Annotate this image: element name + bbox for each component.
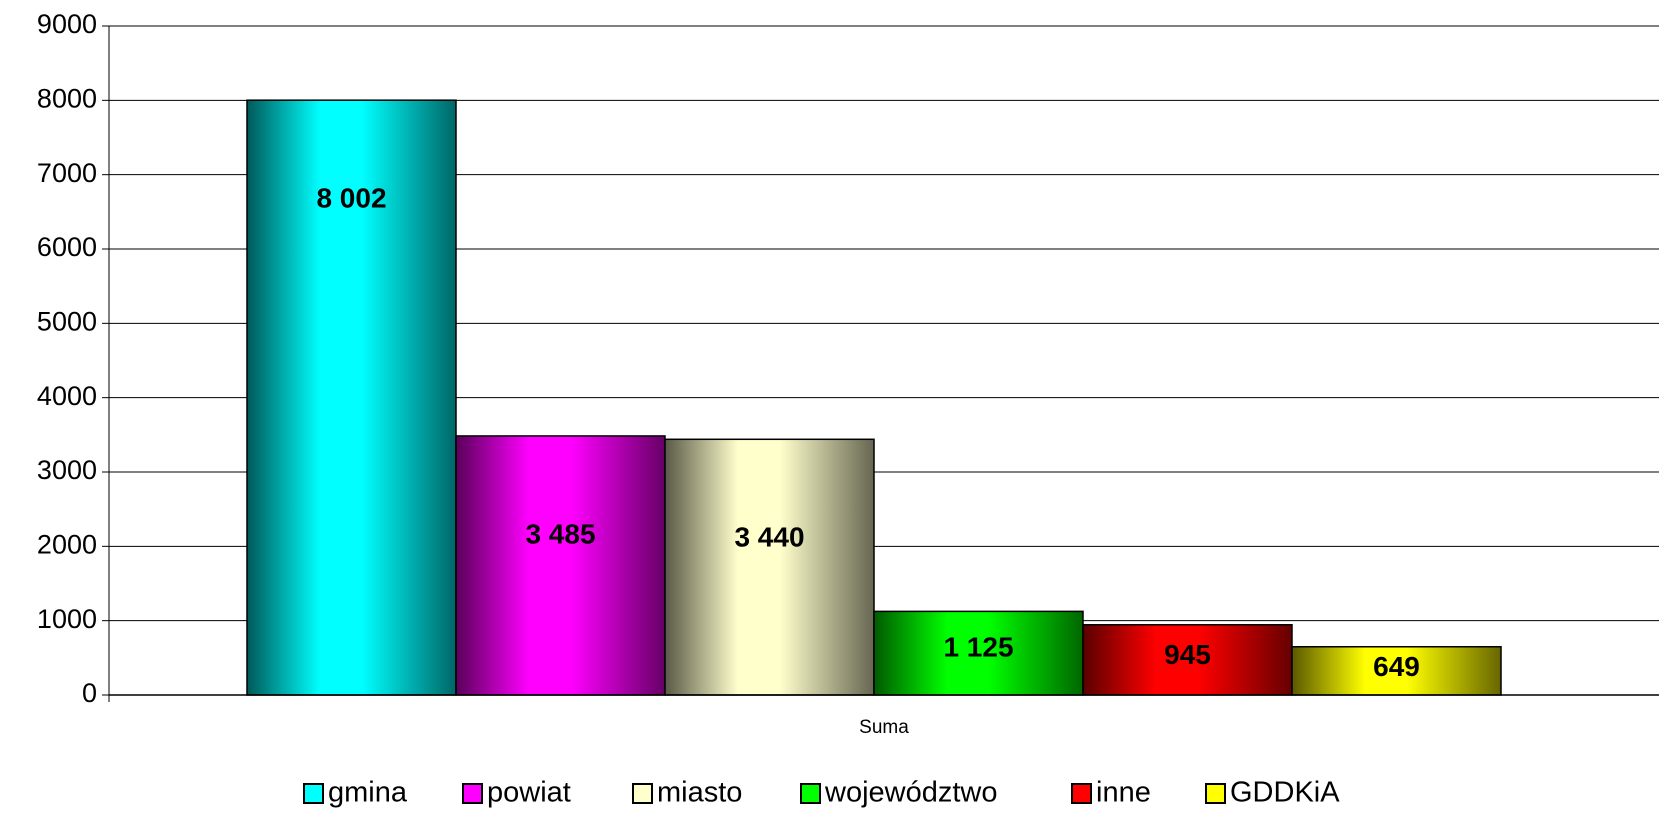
- y-tick-label: 2000: [37, 529, 97, 559]
- legend-label: miasto: [657, 777, 742, 809]
- legend-label: województwo: [824, 777, 997, 809]
- data-label: 3 440: [734, 522, 804, 553]
- x-tick-label: Suma: [859, 717, 909, 738]
- y-tick-label: 8000: [37, 83, 97, 113]
- legend-label: inne: [1096, 777, 1151, 809]
- data-label: 945: [1164, 639, 1211, 670]
- bar: [455, 435, 666, 696]
- legend-label: powiat: [487, 777, 571, 809]
- legend-swatch: [1071, 783, 1092, 804]
- data-label: 3 485: [525, 518, 595, 549]
- bar: [1082, 624, 1293, 696]
- legend-swatch: [303, 783, 324, 804]
- bar: [664, 438, 875, 696]
- y-tick-label: 3000: [37, 455, 97, 485]
- y-tick-label: 7000: [37, 158, 97, 188]
- bar: [1291, 646, 1502, 696]
- legend-swatch: [1205, 783, 1226, 804]
- legend-swatch: [632, 783, 653, 804]
- data-label: 8 002: [316, 183, 386, 214]
- y-tick-label: 9000: [37, 9, 97, 39]
- data-label: 649: [1373, 651, 1420, 682]
- legend-swatch: [462, 783, 483, 804]
- y-tick-label: 1000: [37, 604, 97, 634]
- data-label: 1 125: [943, 631, 1013, 662]
- legend-swatch: [800, 783, 821, 804]
- y-tick-label: 5000: [37, 306, 97, 336]
- y-tick-label: 6000: [37, 232, 97, 262]
- legend-label: GDDKiA: [1230, 777, 1340, 809]
- y-tick-label: 0: [82, 678, 97, 708]
- bar: [246, 99, 457, 696]
- y-tick-label: 4000: [37, 381, 97, 411]
- legend-label: gmina: [328, 777, 408, 809]
